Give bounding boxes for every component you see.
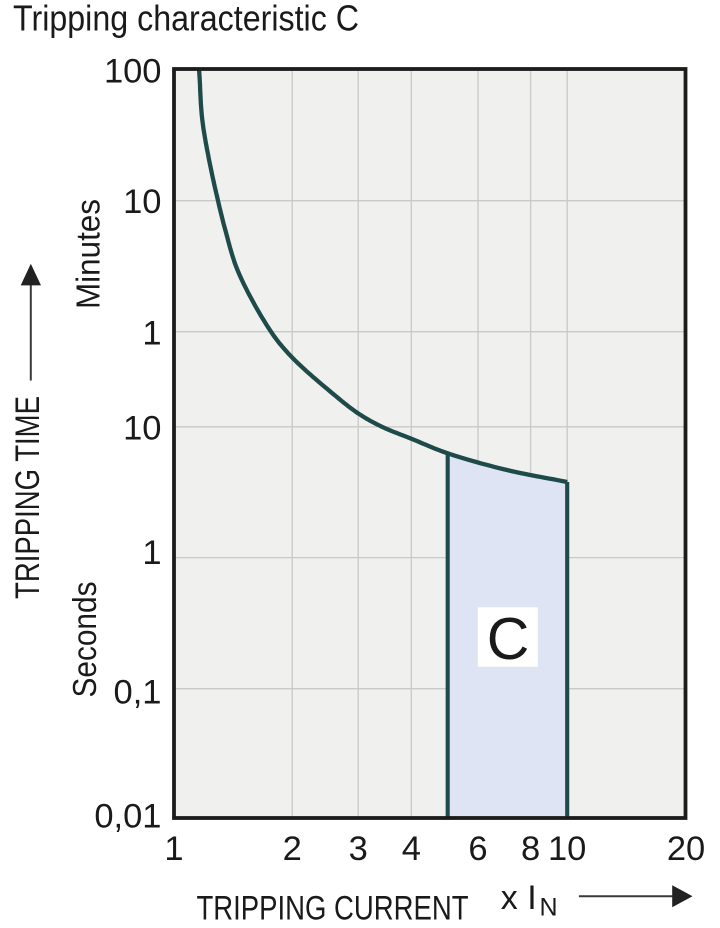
svg-text:1: 1: [164, 830, 183, 868]
svg-text:1: 1: [142, 534, 161, 572]
svg-text:Seconds: Seconds: [67, 582, 104, 698]
svg-text:10: 10: [548, 830, 586, 868]
svg-text:6: 6: [468, 830, 487, 868]
svg-text:0,01: 0,01: [94, 798, 161, 836]
svg-text:Minutes: Minutes: [71, 199, 108, 309]
svg-text:20: 20: [667, 830, 705, 868]
svg-text:TRIPPING CURRENT: TRIPPING CURRENT: [197, 890, 469, 928]
svg-text:10: 10: [123, 410, 161, 448]
svg-text:N: N: [540, 894, 558, 922]
svg-text:TRIPPING TIME: TRIPPING TIME: [9, 396, 47, 599]
svg-text:8: 8: [521, 830, 540, 868]
svg-text:1: 1: [142, 314, 161, 352]
svg-text:4: 4: [402, 830, 421, 868]
svg-text:C: C: [487, 606, 530, 672]
svg-text:100: 100: [104, 53, 162, 91]
svg-text:10: 10: [123, 183, 161, 221]
svg-text:Tripping characteristic C: Tripping characteristic C: [13, 0, 359, 39]
svg-text:x I: x I: [501, 879, 537, 917]
svg-text:3: 3: [349, 830, 368, 868]
svg-text:2: 2: [283, 830, 302, 868]
svg-text:0,1: 0,1: [114, 674, 162, 712]
